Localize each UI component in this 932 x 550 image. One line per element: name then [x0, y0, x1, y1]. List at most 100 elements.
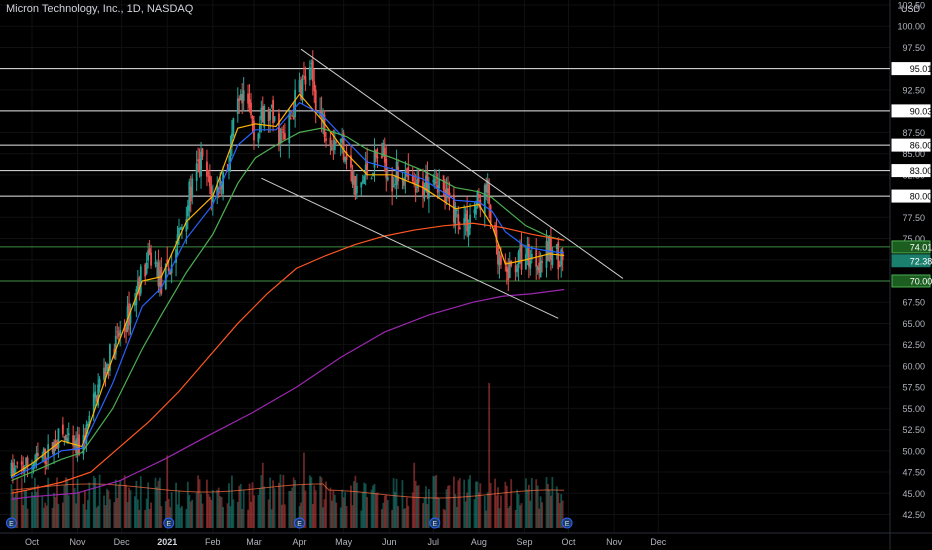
candle-body — [341, 138, 344, 144]
candle-body — [97, 384, 100, 406]
x-tick-label: Nov — [70, 537, 87, 547]
volume-bar — [313, 485, 316, 528]
candle-body — [279, 130, 282, 144]
candle-body — [41, 455, 44, 458]
volume-bar — [391, 509, 394, 528]
volume-bar — [370, 489, 373, 528]
volume-bar — [154, 477, 157, 528]
candle-body — [360, 182, 363, 188]
trendline — [261, 177, 559, 319]
candle-body — [78, 434, 80, 455]
trendline — [300, 48, 624, 279]
volume-bar — [300, 502, 302, 528]
volume-bar — [241, 508, 244, 528]
volume-bar — [109, 499, 111, 528]
candle-body — [185, 218, 188, 232]
price-label-text: 86.00 — [910, 141, 932, 151]
volume-bar — [216, 489, 219, 528]
candle-body — [13, 467, 16, 474]
candle-body — [260, 107, 263, 120]
candle-body — [154, 261, 157, 265]
candle-body — [14, 465, 17, 467]
candle-body — [94, 391, 97, 398]
x-tick-label: 2021 — [157, 537, 177, 547]
volume-bar — [292, 477, 295, 528]
volume-bar — [548, 489, 551, 528]
volume-bar — [401, 480, 404, 528]
volume-bar — [260, 475, 263, 528]
volume-bar — [185, 508, 188, 528]
volume-bar — [160, 506, 163, 528]
volume-bar — [25, 490, 28, 528]
candle-body — [375, 149, 377, 157]
candle-body — [508, 261, 511, 279]
volume-bar — [479, 483, 482, 528]
candle-body — [22, 465, 25, 471]
candle-body — [541, 261, 543, 263]
candle-body — [291, 115, 294, 117]
volume-bar — [505, 485, 508, 528]
volume-bar — [128, 487, 130, 528]
volume-bar — [397, 506, 399, 528]
volume-bar — [411, 492, 414, 528]
volume-bar — [98, 474, 101, 528]
volume-bar — [423, 497, 426, 528]
volume-bar — [353, 481, 355, 528]
price-label-box — [891, 254, 931, 268]
volume-bar — [64, 477, 67, 528]
earnings-marker-icon — [294, 517, 306, 529]
candle-body — [34, 461, 36, 467]
candle-body — [488, 184, 491, 205]
candle-body — [116, 331, 119, 333]
x-tick-label: Oct — [25, 537, 40, 547]
candle-body — [23, 468, 26, 473]
volume-bar — [380, 509, 383, 528]
candle-body — [382, 142, 385, 157]
volume-bar — [139, 476, 142, 528]
volume-bar — [364, 483, 367, 528]
candle-body — [364, 164, 367, 176]
volume-bar — [200, 493, 202, 528]
candle-body — [495, 230, 498, 243]
y-tick-label: 100.00 — [897, 22, 925, 32]
candle-body — [216, 184, 219, 195]
volume-bar — [157, 480, 160, 528]
volume-bar — [488, 383, 491, 528]
volume-bar — [78, 492, 80, 528]
candle-body — [158, 270, 161, 287]
candle-body — [354, 175, 357, 195]
candle-body — [106, 363, 108, 371]
volume-bar — [354, 475, 357, 528]
candle-body — [433, 178, 436, 185]
volume-bar — [47, 477, 50, 528]
volume-bar — [489, 482, 492, 528]
volume-bar — [23, 490, 26, 528]
candle-body — [417, 176, 420, 183]
candle-body — [36, 452, 39, 456]
y-tick-label: 50.00 — [902, 446, 925, 456]
volume-bar — [169, 507, 172, 528]
y-tick-label: 92.50 — [902, 85, 925, 95]
volume-bar — [95, 507, 98, 528]
candle-body — [438, 179, 441, 189]
volume-bar — [413, 462, 416, 528]
volume-bar — [360, 510, 363, 528]
time-axis[interactable]: Oct Nov Dec 2021 Feb Mar Apr May Jun Jul Aug Sep Oct… — [25, 537, 667, 547]
volume-bar — [206, 479, 208, 528]
candle-body — [92, 393, 95, 414]
volume-bar — [156, 486, 158, 528]
candle-body — [186, 205, 189, 217]
volume-bar — [258, 488, 261, 528]
candle-body — [551, 250, 554, 265]
volume-bar — [551, 476, 554, 528]
y-tick-label: 67.50 — [902, 298, 925, 308]
y-tick-label: 47.50 — [902, 468, 925, 478]
volume-bar — [457, 480, 460, 528]
x-tick-label: Aug — [471, 537, 487, 547]
candle-body — [232, 118, 235, 136]
candle-body — [300, 84, 302, 99]
volume-bar — [473, 499, 476, 528]
volume-bar — [486, 492, 489, 528]
candle-body — [520, 243, 523, 270]
